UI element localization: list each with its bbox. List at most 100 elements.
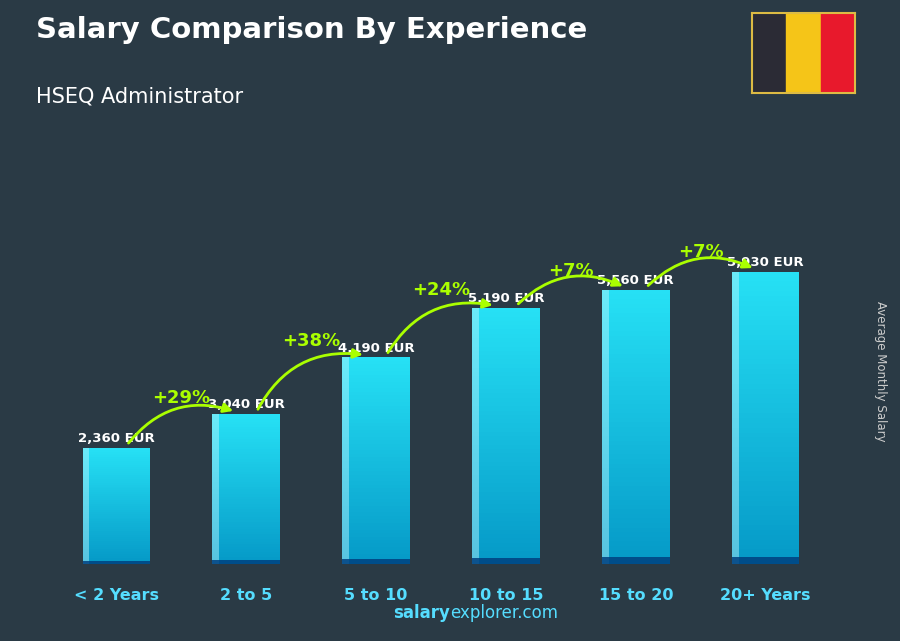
Bar <box>212 456 280 459</box>
Bar <box>83 465 150 467</box>
Bar <box>342 516 410 519</box>
Bar <box>602 519 670 523</box>
Bar <box>342 433 410 437</box>
Bar <box>472 517 540 521</box>
Bar <box>212 534 280 537</box>
Bar <box>602 317 670 322</box>
Bar <box>732 384 799 388</box>
Text: 3,040 EUR: 3,040 EUR <box>208 398 284 412</box>
Bar <box>342 559 410 564</box>
Bar <box>732 272 739 564</box>
Bar <box>83 485 150 487</box>
Bar <box>472 355 540 360</box>
Bar <box>472 312 540 317</box>
Bar <box>212 489 280 492</box>
Bar <box>83 502 150 504</box>
Text: Average Monthly Salary: Average Monthly Salary <box>874 301 886 442</box>
Bar <box>472 342 540 347</box>
Bar <box>83 467 150 469</box>
Bar <box>342 399 410 403</box>
Bar <box>212 424 280 427</box>
Bar <box>732 403 799 408</box>
Bar <box>472 317 540 321</box>
Bar <box>732 296 799 301</box>
Bar <box>212 427 280 429</box>
Text: 5,930 EUR: 5,930 EUR <box>727 256 804 269</box>
Bar <box>472 338 540 342</box>
Bar <box>732 413 799 418</box>
Bar <box>732 360 799 364</box>
Bar <box>212 487 280 489</box>
Bar <box>472 363 540 368</box>
Bar <box>212 544 280 547</box>
Bar <box>602 560 670 564</box>
Bar <box>342 361 410 364</box>
Bar <box>732 388 799 394</box>
Bar <box>212 414 280 417</box>
Bar <box>342 444 410 447</box>
Bar <box>472 423 540 428</box>
Bar <box>212 494 280 497</box>
Bar <box>83 447 150 449</box>
Bar <box>472 376 540 381</box>
Bar <box>602 440 670 445</box>
Bar <box>342 440 410 444</box>
Bar <box>212 474 280 477</box>
Bar <box>83 513 150 515</box>
Text: +29%: +29% <box>152 389 211 408</box>
Bar <box>602 331 670 336</box>
Bar <box>821 13 855 93</box>
Bar <box>83 508 150 510</box>
Bar <box>472 368 540 372</box>
Bar <box>472 402 540 406</box>
Text: 2,360 EUR: 2,360 EUR <box>78 432 155 445</box>
Bar <box>342 464 410 468</box>
Bar <box>472 329 540 334</box>
Bar <box>472 381 540 385</box>
Bar <box>732 340 799 345</box>
Bar <box>472 479 540 483</box>
Bar <box>342 358 410 361</box>
Text: 5,190 EUR: 5,190 EUR <box>468 292 544 305</box>
Bar <box>472 440 540 445</box>
Bar <box>732 515 799 520</box>
Bar <box>342 557 410 561</box>
Bar <box>212 549 280 552</box>
Bar <box>83 545 150 547</box>
Bar <box>342 364 410 368</box>
Bar <box>342 368 410 371</box>
Bar <box>472 351 540 355</box>
Bar <box>342 392 410 395</box>
Bar <box>732 276 799 281</box>
Bar <box>472 508 540 513</box>
Bar <box>212 556 280 559</box>
Bar <box>212 519 280 522</box>
Bar <box>83 549 150 551</box>
Bar <box>602 326 670 331</box>
Bar <box>732 428 799 433</box>
Bar <box>732 481 799 486</box>
Text: +7%: +7% <box>548 262 594 280</box>
Bar <box>602 427 670 431</box>
Bar <box>83 449 150 452</box>
Bar <box>732 281 799 287</box>
Bar <box>83 483 150 485</box>
Bar <box>83 517 150 519</box>
Bar <box>472 551 540 556</box>
Bar <box>602 313 670 317</box>
Bar <box>83 543 150 545</box>
Bar <box>602 390 670 395</box>
Bar <box>732 525 799 530</box>
Bar <box>83 460 150 462</box>
Bar <box>472 560 540 564</box>
Text: +24%: +24% <box>412 281 470 299</box>
Bar <box>732 379 799 384</box>
Bar <box>212 434 280 437</box>
Bar <box>602 454 670 459</box>
Bar <box>602 422 670 427</box>
Bar <box>342 550 410 554</box>
Bar <box>602 308 670 313</box>
Bar <box>732 491 799 496</box>
Bar <box>472 428 540 432</box>
Bar <box>732 422 799 428</box>
